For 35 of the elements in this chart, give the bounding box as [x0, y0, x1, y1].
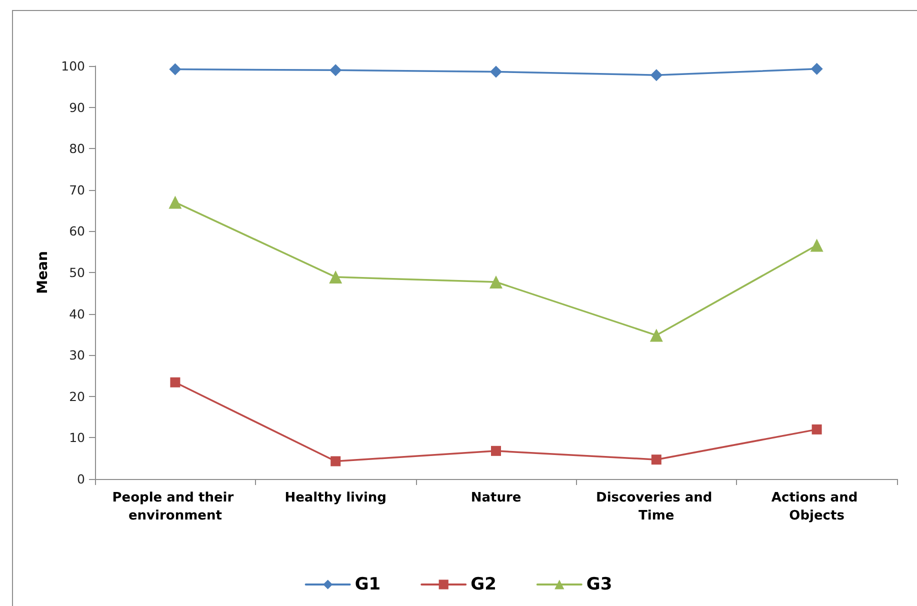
point	[330, 456, 341, 466]
point	[651, 454, 662, 465]
y-tick-label: 0	[77, 472, 86, 486]
point	[169, 63, 182, 76]
y-tick-label: 20	[69, 388, 86, 404]
y-tick-label: 10	[69, 430, 86, 446]
point	[810, 238, 824, 252]
x-tick-label: Discoveries and Time	[596, 490, 717, 524]
y-tick-label: 50	[69, 265, 86, 280]
y-tick-label: 100	[61, 58, 86, 74]
point	[168, 196, 182, 209]
point	[330, 64, 342, 76]
point	[650, 328, 663, 342]
x-tick-label: People and their environment	[112, 490, 238, 524]
point	[650, 69, 662, 82]
y-tick-label: 40	[69, 306, 86, 322]
point	[170, 377, 180, 388]
y-tick-label: 90	[69, 100, 86, 115]
y-tick-label: 80	[69, 141, 86, 156]
legend-label: G3	[586, 574, 612, 594]
x-tick-label: Actions and Objects	[771, 490, 862, 524]
y-axis-title: Mean	[35, 251, 52, 294]
y-tick-label: 70	[69, 182, 86, 198]
point	[810, 62, 823, 75]
y-tick-label: 30	[69, 348, 86, 363]
point	[490, 66, 502, 78]
x-tick-label: Nature	[470, 490, 522, 506]
point	[490, 276, 502, 288]
point	[812, 424, 822, 434]
legend-label: G2	[470, 574, 496, 594]
point	[491, 446, 501, 456]
point	[329, 270, 342, 284]
y-tick-label: 60	[69, 224, 86, 239]
legend-label: G1	[354, 574, 381, 594]
x-tick-label: Healthy living	[284, 490, 387, 506]
